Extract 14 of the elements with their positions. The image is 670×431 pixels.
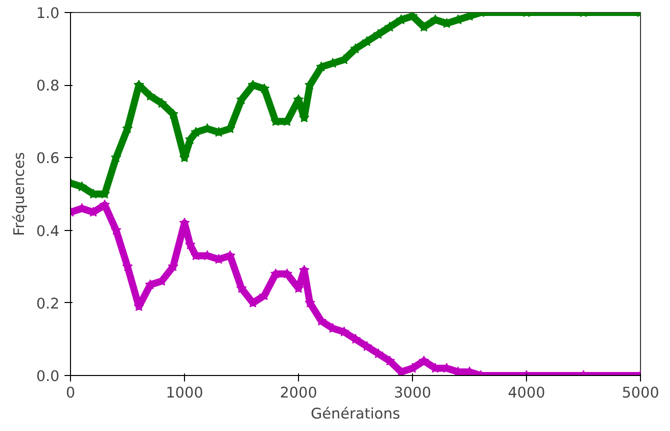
y-tick-label: 0.8 [36, 78, 60, 95]
y-tick-label: 0.6 [36, 150, 60, 168]
x-tick-label: 3000 [394, 384, 432, 402]
y-tick-label: 0.0 [36, 368, 60, 385]
x-axis-title: Générations [310, 406, 400, 422]
x-tick-label: 2000 [280, 384, 318, 402]
y-tick-label: 0.4 [36, 222, 60, 240]
y-tick-label: 0.2 [36, 295, 60, 312]
y-axis-title: Fréquences [11, 152, 28, 236]
x-tick-label: 1000 [166, 384, 204, 402]
x-tick-label: 5000 [622, 384, 660, 402]
x-tick-label: 4000 [508, 384, 546, 402]
x-tick-label: 0 [66, 384, 76, 402]
y-tick-label: 1.0 [36, 5, 60, 22]
